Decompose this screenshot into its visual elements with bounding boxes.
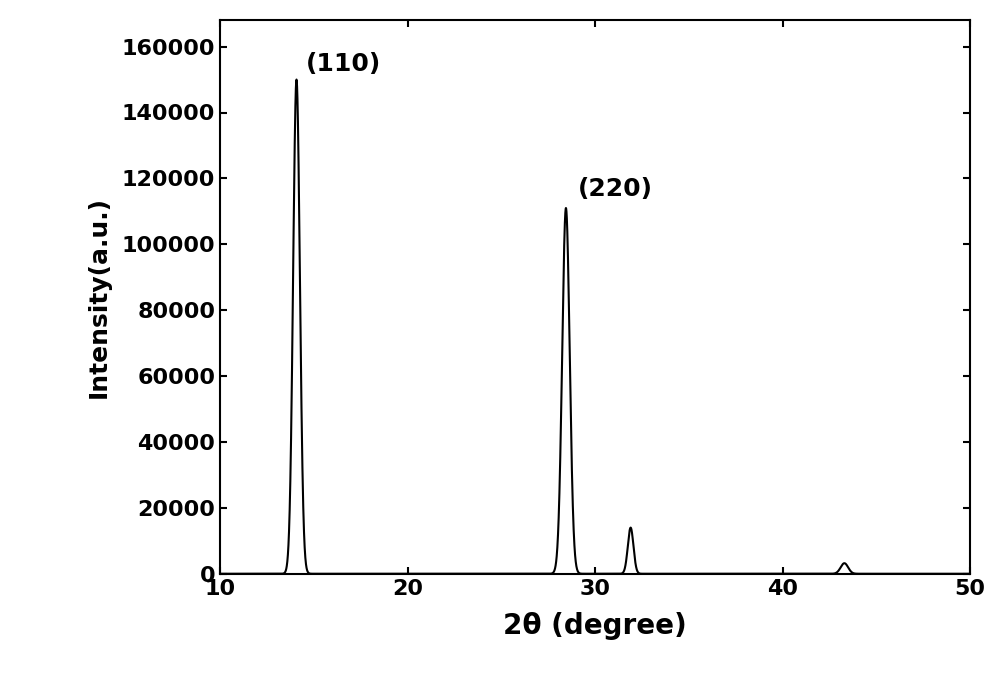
Y-axis label: Intensity(a.u.): Intensity(a.u.) (86, 196, 110, 398)
X-axis label: 2θ (degree): 2θ (degree) (503, 612, 687, 641)
Text: (110): (110) (306, 52, 382, 76)
Text: (220): (220) (578, 178, 653, 201)
